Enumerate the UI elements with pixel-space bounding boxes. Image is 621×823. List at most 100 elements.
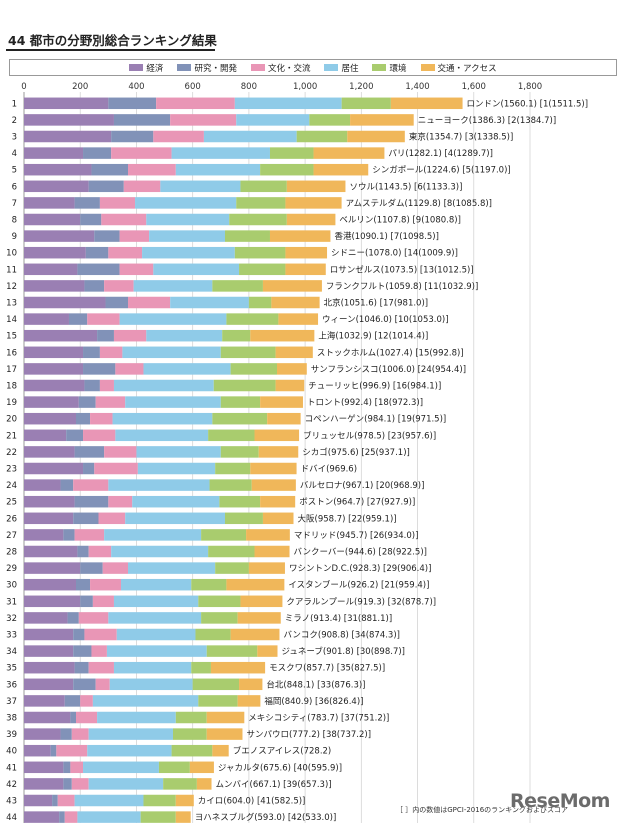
bar-segment — [94, 462, 138, 475]
bar-segment — [74, 661, 89, 674]
bar-segment — [115, 363, 144, 375]
city-label: ミラノ(913.4) [31(881.1)] — [285, 614, 392, 624]
city-label: クアラルンプール(919.3) [32(878.7)] — [286, 597, 436, 607]
bar-segment — [237, 612, 281, 624]
bar-segment — [74, 495, 109, 508]
bar-segment — [136, 446, 221, 458]
legend-swatch — [250, 64, 265, 71]
chart-legend: 経済 研究・開発 文化・交流 居住 環境 交通・アクセス — [9, 59, 617, 76]
bar-segment — [237, 695, 261, 707]
city-label: 北京(1051.6) [17(981.0)] — [324, 298, 429, 309]
city-label: バンクーバー(944.6) [28(922.5)] — [294, 548, 427, 558]
bar-segment — [91, 163, 129, 176]
bar-segment — [74, 197, 100, 209]
bar-segment — [97, 711, 176, 724]
bar-segment — [24, 346, 84, 359]
bar-segment — [222, 329, 251, 342]
bar-segment — [269, 230, 331, 242]
legend-item-research: 研究・開発 — [177, 62, 237, 74]
bar-segment — [119, 263, 154, 276]
bar-segment — [132, 495, 220, 508]
bar-segment — [24, 678, 74, 691]
bar-segment — [63, 529, 75, 541]
bar-segment — [24, 213, 81, 226]
bar-segment — [156, 97, 235, 110]
bar-segment — [209, 479, 252, 491]
bar-segment — [296, 130, 348, 143]
bar-segment — [215, 562, 249, 574]
bar-segment — [230, 363, 277, 375]
bar-segment — [111, 545, 209, 558]
bar-segment — [285, 197, 342, 209]
bar-segment — [390, 97, 463, 110]
x-tick-label: 400 — [128, 82, 144, 92]
legend-item-environment: 環境 — [372, 62, 407, 74]
rank-label: 1 — [12, 99, 17, 109]
bar-segment — [175, 811, 191, 823]
bar-segment — [24, 628, 74, 641]
bar-segment — [90, 578, 121, 591]
bar-segment — [212, 280, 263, 292]
bar-segment — [24, 595, 81, 608]
bar-segment — [112, 412, 213, 425]
rank-label: 18 — [6, 382, 17, 392]
x-tick-label: 0 — [21, 82, 26, 92]
bar-segment — [76, 578, 91, 591]
city-label: バルセロナ(967.1) [20(968.9)] — [300, 481, 425, 491]
bar-segment — [90, 412, 113, 425]
x-tick-label: 1,800 — [518, 82, 542, 92]
bar-segment — [113, 595, 199, 608]
rank-label: 17 — [6, 365, 17, 375]
bar-segment — [229, 213, 287, 226]
bar-segment — [239, 263, 286, 276]
rank-label: 2 — [12, 116, 17, 126]
bar-segment — [198, 595, 241, 608]
rank-label: 29 — [6, 564, 17, 574]
bar-segment — [71, 728, 89, 740]
bar-segment — [24, 114, 114, 126]
bar-segment — [24, 661, 75, 674]
footnote: ［ ］内の数値はGPCI-2016のランキングおよびスコア — [396, 806, 568, 814]
bar-segment — [24, 230, 95, 242]
bar-segment — [74, 794, 144, 807]
bar-segment — [195, 628, 231, 641]
bar-segment — [92, 595, 114, 608]
rank-label: 10 — [6, 249, 17, 259]
title-underline — [6, 49, 215, 51]
city-label: シンガポール(1224.6) [5(1197.0)] — [372, 165, 511, 176]
bar-segment — [83, 147, 112, 159]
city-label: ムンバイ(667.1) [39(657.3)] — [216, 780, 332, 790]
city-label: 台北(848.1) [33(876.3)] — [266, 679, 365, 690]
bar-segment — [70, 711, 77, 724]
rank-label: 43 — [6, 797, 17, 807]
bar-segment — [350, 114, 414, 126]
legend-item-economy: 経済 — [129, 62, 163, 74]
city-label: ウィーン(1046.0) [10(1053.0)] — [322, 315, 448, 325]
rank-label: 26 — [6, 514, 17, 524]
bar-segment — [250, 329, 315, 342]
rank-label: 35 — [6, 664, 17, 674]
bar-segment — [171, 147, 270, 159]
bar-segment — [83, 462, 95, 475]
rank-label: 19 — [6, 398, 17, 408]
city-label: ドバイ(969.6) — [301, 465, 357, 475]
bar-segment — [108, 97, 157, 110]
rank-label: 23 — [6, 465, 17, 475]
x-tick-label: 1,200 — [349, 82, 373, 92]
legend-swatch — [324, 64, 339, 71]
rank-label: 5 — [12, 166, 17, 176]
bar-segment — [226, 313, 279, 325]
legend-swatch — [177, 64, 192, 71]
bar-segment — [133, 280, 213, 292]
bar-segment — [88, 661, 114, 674]
city-label: 上海(1032.9) [12(1014.4)] — [318, 331, 428, 342]
bar-segment — [254, 545, 290, 558]
rank-label: 14 — [6, 315, 17, 325]
bar-segment — [105, 296, 129, 309]
bar-segment — [108, 612, 202, 624]
rank-label: 37 — [6, 697, 17, 707]
rank-label: 42 — [6, 780, 17, 790]
bar-segment — [286, 213, 336, 226]
bar-segment — [91, 645, 107, 657]
